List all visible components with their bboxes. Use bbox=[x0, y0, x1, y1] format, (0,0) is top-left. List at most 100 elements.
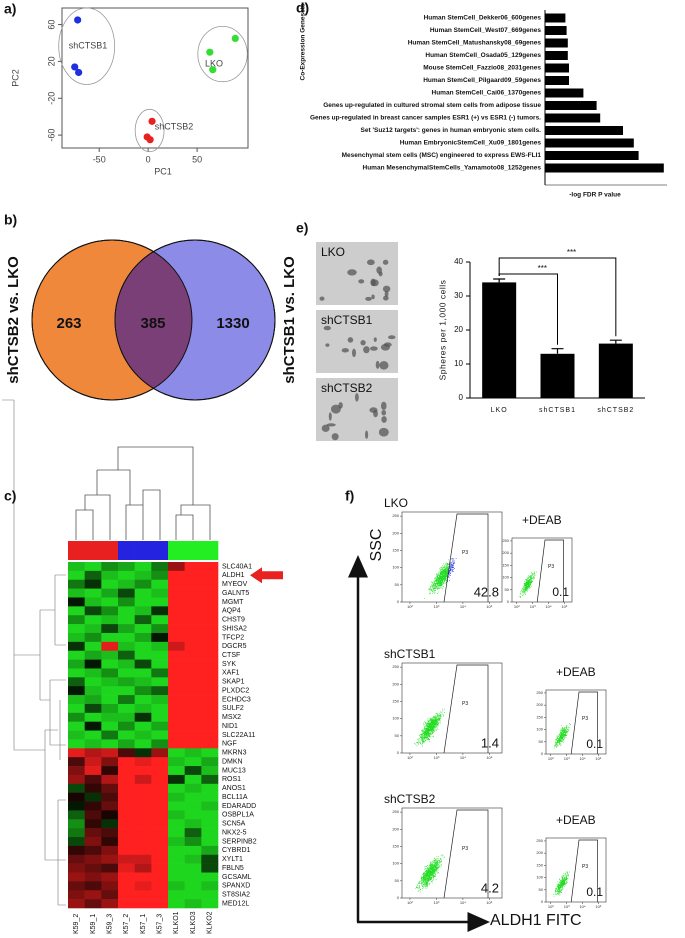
point bbox=[71, 63, 79, 71]
heat-cell bbox=[201, 881, 219, 891]
sphere bbox=[384, 290, 389, 297]
y-axis-label: PC2 bbox=[10, 69, 20, 87]
heat-cell bbox=[84, 881, 102, 891]
heat-cell bbox=[184, 837, 202, 847]
row-label: NKX2-5 bbox=[222, 829, 247, 836]
heat-cell bbox=[68, 828, 85, 838]
heat-cell bbox=[201, 845, 219, 856]
heat-cell bbox=[151, 721, 169, 731]
sphere bbox=[369, 407, 378, 413]
category-label: Human StemCell_West07_669genes bbox=[430, 27, 542, 34]
heat-cell bbox=[134, 615, 152, 625]
heat-cell bbox=[101, 668, 119, 678]
heat-cell bbox=[101, 588, 119, 598]
heat-cell bbox=[168, 890, 185, 900]
y-tick-label: 50 bbox=[539, 739, 544, 744]
heat-cell bbox=[84, 872, 102, 882]
heat-cell bbox=[118, 588, 135, 598]
heat-cell bbox=[168, 792, 185, 802]
heat-cell bbox=[151, 615, 169, 625]
heat-cell bbox=[201, 712, 219, 722]
heat-cell bbox=[151, 730, 169, 740]
heat-cell bbox=[68, 615, 85, 625]
set-label: shCTSB2 vs. LKO bbox=[5, 256, 22, 384]
heat-cell bbox=[151, 899, 169, 909]
sphere bbox=[354, 393, 359, 402]
row-label: CHST9 bbox=[222, 617, 245, 624]
heat-cell bbox=[118, 703, 135, 714]
heat-cell bbox=[118, 899, 135, 909]
heat-cell bbox=[118, 792, 135, 802]
row-label: CYBRD1 bbox=[222, 847, 251, 854]
sphere bbox=[373, 337, 377, 342]
row-label: GCSAML bbox=[222, 874, 252, 881]
heat-cell bbox=[184, 579, 202, 589]
sphere bbox=[381, 410, 387, 416]
heat-cell bbox=[168, 588, 185, 598]
bar bbox=[545, 76, 569, 85]
heat-cell bbox=[118, 650, 135, 660]
heat-cell bbox=[168, 579, 185, 589]
heat-cell bbox=[134, 819, 152, 829]
heat-cell bbox=[101, 899, 119, 909]
heat-cell bbox=[101, 739, 119, 749]
x-tick-label: -50 bbox=[93, 154, 106, 164]
heat-cell bbox=[84, 659, 102, 669]
heat-cell bbox=[134, 766, 152, 776]
heat-cell bbox=[201, 695, 219, 705]
y-tick-label: 200 bbox=[536, 850, 543, 855]
sphere bbox=[375, 360, 380, 369]
row-label: SLC22A11 bbox=[222, 732, 255, 739]
gate-label: P3 bbox=[582, 716, 588, 722]
group-bar bbox=[151, 541, 169, 560]
row-label: AQP4 bbox=[222, 608, 241, 615]
y-tick-label: 100 bbox=[502, 575, 509, 580]
heat-cell bbox=[184, 739, 202, 749]
bar bbox=[545, 101, 597, 110]
heat-cell bbox=[84, 757, 102, 767]
row-label: MSX2 bbox=[222, 714, 241, 721]
heat-cell bbox=[101, 766, 119, 776]
heat-cell bbox=[184, 783, 202, 793]
heat-cell bbox=[134, 721, 152, 731]
cell-dots bbox=[415, 854, 445, 893]
cell-dots bbox=[518, 571, 537, 598]
heat-cell bbox=[201, 810, 219, 820]
row-label: ST8SIA2 bbox=[222, 892, 250, 899]
heat-cell bbox=[134, 845, 152, 856]
heat-cell bbox=[134, 792, 152, 802]
heat-cell bbox=[184, 792, 202, 802]
heat-cell bbox=[68, 881, 85, 891]
cluster-outline bbox=[197, 25, 248, 83]
point bbox=[146, 136, 154, 144]
heat-cell bbox=[101, 890, 119, 900]
heat-cell bbox=[118, 712, 135, 722]
y-tick-label: 150 bbox=[392, 548, 399, 553]
heat-cell bbox=[68, 579, 85, 589]
heat-cell bbox=[68, 792, 85, 802]
sphere bbox=[379, 361, 389, 370]
gate bbox=[443, 664, 489, 754]
x-tick-label: 10³ bbox=[434, 604, 440, 609]
y-tick-label: 0 bbox=[397, 895, 400, 900]
heat-cell bbox=[184, 757, 202, 767]
heat-cell bbox=[201, 739, 219, 749]
category-label: Set 'Suz12 targets': genes in human embr… bbox=[361, 127, 542, 134]
heat-cell bbox=[168, 570, 185, 581]
heat-cell bbox=[68, 686, 85, 696]
x-tick-label: 10⁵ bbox=[486, 755, 492, 760]
heat-cell bbox=[184, 624, 202, 634]
y-tick-label: 40 bbox=[454, 257, 463, 266]
heat-cell bbox=[84, 828, 102, 838]
heat-cell bbox=[118, 774, 135, 785]
sphere bbox=[370, 279, 379, 287]
heat-cell bbox=[134, 650, 152, 660]
x-tick-label: 10² bbox=[548, 904, 554, 909]
heat-cell bbox=[134, 641, 152, 652]
row-label: ECHDC3 bbox=[222, 696, 251, 703]
heat-cell bbox=[184, 659, 202, 669]
x-tick-label: 10⁵ bbox=[486, 900, 492, 905]
heat-cell bbox=[118, 624, 135, 634]
heat-cell bbox=[84, 579, 102, 589]
point bbox=[74, 16, 82, 24]
